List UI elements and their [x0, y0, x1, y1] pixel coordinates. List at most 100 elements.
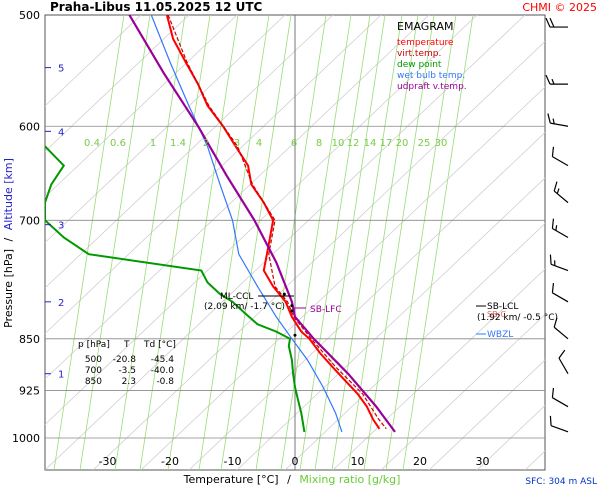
- legend-item-updraft: udpraft v.temp.: [397, 82, 467, 92]
- pressure-tick-label: 850: [19, 333, 40, 346]
- wind-barb-flag: [551, 387, 555, 398]
- table-cell: -3.5: [118, 366, 136, 376]
- series-line-dew-point: [45, 145, 306, 433]
- series-line-temperature: [165, 15, 381, 430]
- wind-barb: [545, 74, 568, 85]
- mixing-ratio-line: [139, 15, 211, 470]
- wind-barb-half-flag: [554, 260, 556, 266]
- table-cell: 700: [85, 366, 102, 376]
- dry-adiabat-line: [45, 15, 334, 289]
- temperature-tick-label: -10: [224, 455, 242, 468]
- x-axis-mixing-label: Mixing ratio [g/kg]: [299, 473, 400, 486]
- wind-barb: [549, 254, 569, 272]
- ml-ccl-label: ML-CCL: [220, 292, 253, 302]
- tick-labels: 0.4 0.6 1 1.4 2 3 4 6 8 10 12 14 17 20 25 3050060070085…: [12, 9, 490, 468]
- surface-elevation-label: SFC: 304 m ASL: [525, 477, 597, 487]
- altitude-tick-label: 5: [58, 64, 64, 75]
- mixing-ratio-tick-label: 30: [435, 138, 448, 149]
- wind-barb: [551, 218, 569, 239]
- dry-adiabat-line: [45, 15, 526, 470]
- wind-barb: [551, 282, 569, 303]
- table-cell: -20.8: [113, 355, 137, 365]
- station-title: Praha-Libus 11.05.2025 12 UTC: [50, 0, 263, 14]
- mixing-ratio-line: [198, 15, 270, 470]
- dry-adiabat-line: [45, 15, 430, 380]
- sounding-table: p [hPa] T Td [°C] 500 -20.8 -45.4 700 -3…: [78, 340, 176, 387]
- table-cell: 2.3: [122, 377, 136, 387]
- table-cell: -0.8: [156, 377, 174, 387]
- level-point-ml-ccl: [282, 292, 286, 296]
- dry-adiabat-line: [428, 359, 545, 470]
- mixing-ratio-tick-label: 17: [380, 138, 393, 149]
- wind-barb-staff: [552, 228, 569, 239]
- mixing-ratio-tick-label: 6: [291, 138, 297, 149]
- wind-barb: [551, 146, 569, 167]
- wind-barb-staff: [552, 397, 569, 408]
- table-cell: 500: [85, 355, 102, 365]
- wind-barb: [553, 317, 569, 340]
- wind-barb-half-flag: [552, 118, 555, 124]
- mixing-ratio-tick-label: 2: [203, 138, 209, 149]
- mixing-ratio-line: [402, 15, 474, 470]
- temperature-tick-label: -30: [99, 455, 117, 468]
- wind-barb-flag: [545, 17, 551, 28]
- dry-adiabat-line: [45, 15, 190, 153]
- wind-barb-flag: [551, 146, 555, 157]
- sb-ccl-partial-label: SB-C: [487, 310, 506, 319]
- temperature-tick-label: 10: [351, 455, 365, 468]
- legend: EMAGRAM temperature virt.temp. dew point…: [397, 20, 467, 92]
- table-header-td: Td [°C]: [143, 340, 176, 350]
- wind-barb: [549, 415, 569, 433]
- mixing-ratio-tick-label: 0.6: [110, 138, 126, 149]
- mixing-ratio-tick-label: 0.4: [84, 138, 100, 149]
- legend-title: EMAGRAM: [397, 20, 454, 33]
- sb-lcl-values: (1.92 km/ -0.5 °C): [477, 313, 558, 323]
- mixing-ratio-line: [363, 15, 435, 470]
- mixing-ratio-tick-label: 3: [234, 138, 240, 149]
- mixing-ratio-tick-label: 20: [396, 138, 409, 149]
- mixing-ratio-line: [255, 15, 327, 470]
- wind-barb-flag: [558, 349, 566, 359]
- pressure-tick-label: 925: [19, 384, 40, 397]
- svg-text:Pressure [hPa] / A: Pressure [hPa] / Altitude [km]: [2, 158, 15, 328]
- dry-adiabat-line: [45, 15, 238, 198]
- wind-barb-flag: [551, 282, 555, 293]
- levels-layer: [282, 292, 297, 337]
- table-cell: -45.4: [151, 355, 175, 365]
- mixing-ratio-tick-label: 4: [256, 138, 262, 149]
- table-cell: -40.0: [151, 366, 175, 376]
- y-axis-altitude-label: Altitude [km]: [2, 158, 15, 230]
- mixing-ratio-line: [299, 15, 371, 470]
- series-layer: [45, 15, 396, 433]
- wind-barb-half-flag: [556, 188, 560, 194]
- pressure-tick-label: 500: [19, 9, 40, 22]
- dry-adiabat-line: [140, 86, 545, 470]
- grid-layer: [45, 15, 545, 470]
- temperature-tick-label: -20: [161, 455, 179, 468]
- series-line-udpraft-v-temp: [128, 15, 396, 433]
- wind-barb-flag: [551, 218, 555, 229]
- wind-barb-staff: [553, 326, 569, 340]
- wind-barb: [553, 181, 569, 204]
- dry-adiabat-line: [45, 15, 142, 107]
- legend-item-virt-temp: virt.temp.: [397, 49, 441, 59]
- legend-item-temperature: temperature: [397, 38, 454, 48]
- temperature-tick-label: 20: [413, 455, 427, 468]
- wind-barb-staff: [553, 190, 569, 204]
- dry-adiabat-line: [45, 15, 286, 244]
- mixing-ratio-line: [114, 15, 186, 470]
- series-line-wet-bulb-temp: [150, 15, 343, 433]
- dry-adiabat-line: [236, 177, 545, 470]
- wind-barb-staff: [552, 292, 569, 303]
- x-axis-separator: /: [287, 473, 291, 486]
- wind-barb-flag: [549, 415, 552, 426]
- level-point-sb-lcl: [290, 304, 294, 308]
- altitude-tick-label: 1: [58, 370, 64, 381]
- altitude-tick-label: 3: [58, 221, 64, 232]
- pressure-tick-label: 1000: [12, 432, 40, 445]
- dry-adiabat-line: [332, 268, 545, 470]
- temperature-tick-label: 30: [476, 455, 490, 468]
- mixing-ratio-line: [220, 15, 292, 470]
- table-header-p: p [hPa]: [78, 340, 110, 350]
- mixing-ratio-line: [53, 15, 125, 470]
